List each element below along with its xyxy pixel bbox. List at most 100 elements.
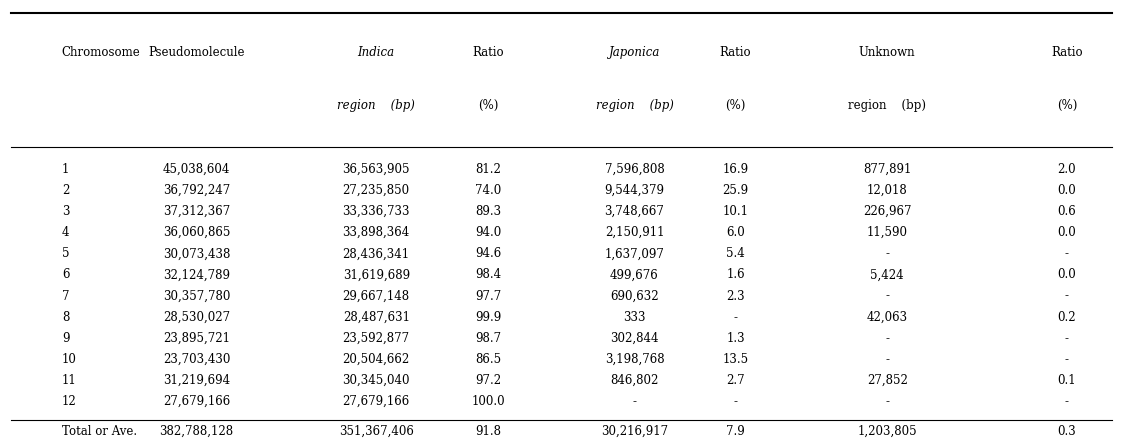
Text: 9: 9 — [62, 332, 70, 345]
Text: 99.9: 99.9 — [475, 311, 502, 324]
Text: -: - — [1065, 290, 1069, 303]
Text: 94.6: 94.6 — [475, 247, 502, 260]
Text: Unknown: Unknown — [859, 46, 915, 59]
Text: 28,487,631: 28,487,631 — [343, 311, 410, 324]
Text: 877,891: 877,891 — [862, 163, 912, 176]
Text: 846,802: 846,802 — [610, 374, 659, 387]
Text: 5: 5 — [62, 247, 70, 260]
Text: 351,367,406: 351,367,406 — [339, 425, 413, 438]
Text: 3,748,667: 3,748,667 — [604, 205, 665, 218]
Text: Chromosome: Chromosome — [62, 46, 140, 59]
Text: 690,632: 690,632 — [610, 290, 659, 303]
Text: 28,436,341: 28,436,341 — [343, 247, 410, 260]
Text: Ratio: Ratio — [1051, 46, 1083, 59]
Text: 98.7: 98.7 — [475, 332, 502, 345]
Text: 1: 1 — [62, 163, 70, 176]
Text: 30,073,438: 30,073,438 — [163, 247, 230, 260]
Text: 382,788,128: 382,788,128 — [159, 425, 234, 438]
Text: 6: 6 — [62, 268, 70, 282]
Text: 0.0: 0.0 — [1058, 226, 1076, 239]
Text: 74.0: 74.0 — [475, 184, 502, 197]
Text: 0.6: 0.6 — [1058, 205, 1076, 218]
Text: 98.4: 98.4 — [475, 268, 502, 282]
Text: 32,124,789: 32,124,789 — [163, 268, 230, 282]
Text: 2.0: 2.0 — [1058, 163, 1076, 176]
Text: 33,336,733: 33,336,733 — [343, 205, 410, 218]
Text: 1,637,097: 1,637,097 — [604, 247, 665, 260]
Text: 23,592,877: 23,592,877 — [343, 332, 410, 345]
Text: 86.5: 86.5 — [475, 353, 502, 366]
Text: Pseudomolecule: Pseudomolecule — [148, 46, 245, 59]
Text: 10: 10 — [62, 353, 76, 366]
Text: 0.2: 0.2 — [1058, 311, 1076, 324]
Text: 5.4: 5.4 — [727, 247, 745, 260]
Text: 20,504,662: 20,504,662 — [343, 353, 410, 366]
Text: 2,150,911: 2,150,911 — [605, 226, 664, 239]
Text: 10.1: 10.1 — [722, 205, 749, 218]
Text: 11: 11 — [62, 374, 76, 387]
Text: 11,590: 11,590 — [867, 226, 907, 239]
Text: -: - — [1065, 332, 1069, 345]
Text: 27,235,850: 27,235,850 — [343, 184, 410, 197]
Text: 1.3: 1.3 — [727, 332, 745, 345]
Text: 27,852: 27,852 — [867, 374, 907, 387]
Text: -: - — [885, 395, 889, 408]
Text: 94.0: 94.0 — [475, 226, 502, 239]
Text: -: - — [1065, 247, 1069, 260]
Text: 30,345,040: 30,345,040 — [343, 374, 410, 387]
Text: 6.0: 6.0 — [727, 226, 745, 239]
Text: 1.6: 1.6 — [727, 268, 745, 282]
Text: 45,038,604: 45,038,604 — [163, 163, 230, 176]
Text: region    (bp): region (bp) — [848, 99, 926, 112]
Text: 4: 4 — [62, 226, 70, 239]
Text: 0.1: 0.1 — [1058, 374, 1076, 387]
Text: 12,018: 12,018 — [867, 184, 907, 197]
Text: (%): (%) — [478, 99, 499, 112]
Text: 12: 12 — [62, 395, 76, 408]
Text: (%): (%) — [725, 99, 746, 112]
Text: -: - — [733, 311, 738, 324]
Text: region    (bp): region (bp) — [595, 99, 674, 112]
Text: 302,844: 302,844 — [610, 332, 659, 345]
Text: 13.5: 13.5 — [722, 353, 749, 366]
Text: 27,679,166: 27,679,166 — [343, 395, 410, 408]
Text: 8: 8 — [62, 311, 70, 324]
Text: 23,703,430: 23,703,430 — [163, 353, 230, 366]
Text: 81.2: 81.2 — [475, 163, 502, 176]
Text: -: - — [885, 247, 889, 260]
Text: -: - — [1065, 395, 1069, 408]
Text: 37,312,367: 37,312,367 — [163, 205, 230, 218]
Text: 31,619,689: 31,619,689 — [343, 268, 410, 282]
Text: 89.3: 89.3 — [475, 205, 502, 218]
Text: 7.9: 7.9 — [727, 425, 745, 438]
Text: -: - — [885, 290, 889, 303]
Text: 3: 3 — [62, 205, 70, 218]
Text: 7: 7 — [62, 290, 70, 303]
Text: 97.2: 97.2 — [475, 374, 502, 387]
Text: 2.3: 2.3 — [727, 290, 745, 303]
Text: 36,792,247: 36,792,247 — [163, 184, 230, 197]
Text: 100.0: 100.0 — [472, 395, 505, 408]
Text: 91.8: 91.8 — [475, 425, 502, 438]
Text: 27,679,166: 27,679,166 — [163, 395, 230, 408]
Text: Indica: Indica — [357, 46, 395, 59]
Text: 25.9: 25.9 — [722, 184, 749, 197]
Text: Ratio: Ratio — [720, 46, 751, 59]
Text: 97.7: 97.7 — [475, 290, 502, 303]
Text: -: - — [885, 332, 889, 345]
Text: 0.0: 0.0 — [1058, 184, 1076, 197]
Text: 9,544,379: 9,544,379 — [604, 184, 665, 197]
Text: 1,203,805: 1,203,805 — [857, 425, 917, 438]
Text: 226,967: 226,967 — [862, 205, 912, 218]
Text: 36,060,865: 36,060,865 — [163, 226, 230, 239]
Text: 499,676: 499,676 — [610, 268, 659, 282]
Text: 7,596,808: 7,596,808 — [604, 163, 665, 176]
Text: 0.0: 0.0 — [1058, 268, 1076, 282]
Text: 42,063: 42,063 — [867, 311, 907, 324]
Text: 23,895,721: 23,895,721 — [163, 332, 230, 345]
Text: 2.7: 2.7 — [727, 374, 745, 387]
Text: 30,216,917: 30,216,917 — [601, 425, 668, 438]
Text: Ratio: Ratio — [473, 46, 504, 59]
Text: (%): (%) — [1057, 99, 1077, 112]
Text: -: - — [1065, 353, 1069, 366]
